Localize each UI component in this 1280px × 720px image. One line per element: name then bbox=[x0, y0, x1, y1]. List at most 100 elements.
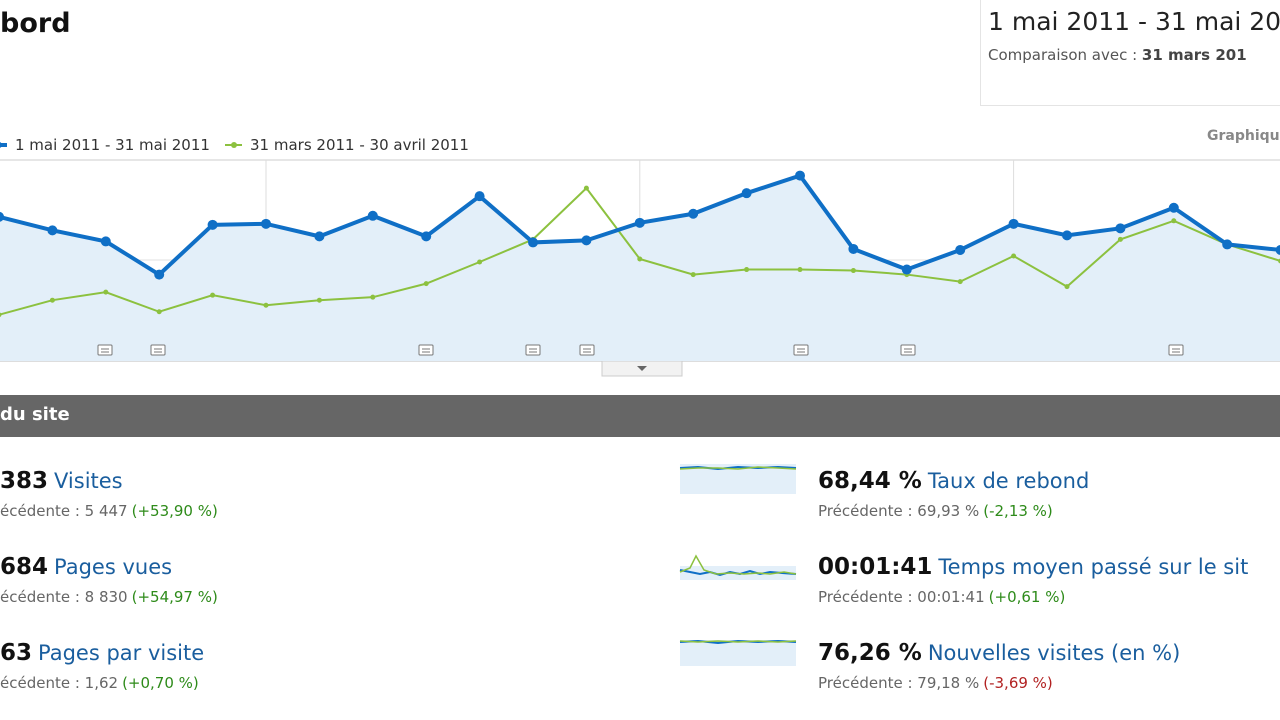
metric-previous-row: Précédente : 79,18 % (-3,69 %) bbox=[818, 673, 1053, 692]
legend-label[interactable]: 31 mars 2011 - 30 avril 2011 bbox=[250, 136, 469, 154]
annotation-icon[interactable] bbox=[1168, 344, 1184, 356]
metric-change: (+53,90 %) bbox=[131, 502, 218, 520]
metric-row: 63 Pages par visite bbox=[0, 640, 204, 666]
spark-line bbox=[679, 465, 797, 471]
point[interactable] bbox=[1222, 239, 1233, 250]
metric-label[interactable]: Pages vues bbox=[54, 555, 173, 579]
metric-row: 684 Pages vues bbox=[0, 554, 172, 580]
point[interactable] bbox=[1008, 218, 1019, 229]
point[interactable] bbox=[901, 264, 912, 275]
point[interactable] bbox=[955, 244, 966, 255]
annotation-icon[interactable] bbox=[793, 344, 809, 356]
point[interactable] bbox=[421, 231, 432, 242]
metric-value: 383 bbox=[0, 468, 49, 494]
point[interactable] bbox=[154, 269, 165, 280]
metric-change: (+54,97 %) bbox=[131, 588, 218, 606]
metric-previous: Précédente : 00:01:41 bbox=[818, 588, 985, 606]
metric-previous: écédente : 5 447 bbox=[0, 502, 128, 520]
point[interactable] bbox=[797, 267, 803, 273]
point[interactable] bbox=[316, 297, 322, 303]
point[interactable] bbox=[477, 259, 483, 265]
spark-line bbox=[679, 640, 797, 643]
point[interactable] bbox=[583, 185, 589, 191]
metric-previous-row: Précédente : 69,93 % (-2,13 %) bbox=[818, 501, 1053, 520]
point[interactable] bbox=[688, 208, 699, 219]
point[interactable] bbox=[103, 289, 109, 295]
metric-previous: écédente : 8 830 bbox=[0, 588, 128, 606]
point[interactable] bbox=[156, 309, 162, 315]
point[interactable] bbox=[1275, 244, 1280, 255]
point[interactable] bbox=[795, 170, 805, 181]
spark-line bbox=[679, 639, 797, 645]
legend-label[interactable]: 1 mai 2011 - 31 mai 2011 bbox=[15, 136, 210, 154]
date-range[interactable]: 1 mai 2011 - 31 mai 20 bbox=[988, 7, 1280, 36]
metric-previous: écédente : 1,62 bbox=[0, 674, 119, 692]
metric-previous: Précédente : 69,93 % bbox=[818, 502, 980, 520]
metric-row: 383 Visites bbox=[0, 468, 123, 494]
metric-label[interactable]: Nouvelles visites (en %) bbox=[927, 641, 1181, 665]
point[interactable] bbox=[850, 268, 856, 274]
metric-previous-row: écédente : 1,62 (+0,70 %) bbox=[0, 673, 199, 692]
point[interactable] bbox=[367, 210, 378, 221]
metric-label[interactable]: Temps moyen passé sur le sit bbox=[938, 555, 1249, 579]
metric-previous-row: écédente : 5 447 (+53,90 %) bbox=[0, 501, 218, 520]
section-title: du site bbox=[0, 404, 70, 425]
metric-change: (+0,61 %) bbox=[988, 588, 1066, 606]
point[interactable] bbox=[0, 312, 2, 318]
comparison: Comparaison avec : 31 mars 201 bbox=[988, 46, 1247, 64]
annotation-icon[interactable] bbox=[579, 344, 595, 356]
annotation-icon[interactable] bbox=[525, 344, 541, 356]
spark-line bbox=[679, 466, 797, 470]
point[interactable] bbox=[581, 235, 592, 246]
point[interactable] bbox=[423, 281, 429, 287]
point[interactable] bbox=[528, 237, 538, 248]
point[interactable] bbox=[637, 256, 643, 262]
point[interactable] bbox=[848, 243, 859, 254]
legend-marker bbox=[0, 142, 2, 148]
point[interactable] bbox=[1064, 284, 1070, 290]
metric-label[interactable]: Pages par visite bbox=[38, 641, 205, 665]
metric-label[interactable]: Visites bbox=[54, 469, 123, 493]
point[interactable] bbox=[1171, 218, 1177, 224]
point[interactable] bbox=[957, 279, 963, 285]
spark-bg bbox=[680, 640, 796, 666]
point[interactable] bbox=[1115, 223, 1126, 234]
metric-label[interactable]: Taux de rebond bbox=[927, 469, 1090, 493]
point[interactable] bbox=[744, 267, 750, 273]
point[interactable] bbox=[690, 272, 696, 278]
point[interactable] bbox=[1011, 253, 1017, 259]
point[interactable] bbox=[474, 191, 485, 202]
point[interactable] bbox=[100, 236, 111, 247]
annotation-icon[interactable] bbox=[150, 344, 166, 356]
point[interactable] bbox=[0, 211, 4, 222]
point[interactable] bbox=[741, 188, 752, 199]
point[interactable] bbox=[207, 219, 218, 230]
metric-row: 68,44 % Taux de rebond bbox=[818, 468, 1089, 494]
comparison-range: 31 mars 201 bbox=[1141, 46, 1247, 64]
point[interactable] bbox=[1062, 230, 1072, 241]
point[interactable] bbox=[314, 231, 325, 242]
sparklines bbox=[679, 464, 797, 666]
annotation-icon[interactable] bbox=[900, 344, 916, 356]
annotation-icon[interactable] bbox=[418, 344, 434, 356]
point[interactable] bbox=[370, 294, 376, 300]
metric-value: 00:01:41 bbox=[818, 554, 933, 580]
point[interactable] bbox=[47, 225, 58, 236]
point[interactable] bbox=[634, 217, 645, 228]
metric-change: (-2,13 %) bbox=[983, 502, 1053, 520]
graph-link[interactable]: Graphiqu bbox=[1207, 128, 1280, 144]
comparison-label: Comparaison avec : bbox=[988, 46, 1138, 64]
point[interactable] bbox=[1117, 236, 1123, 242]
spark-line bbox=[679, 554, 797, 575]
point[interactable] bbox=[49, 297, 55, 303]
area bbox=[0, 175, 1280, 361]
point[interactable] bbox=[1168, 202, 1179, 213]
point[interactable] bbox=[263, 302, 269, 308]
point[interactable] bbox=[261, 218, 271, 229]
point[interactable] bbox=[210, 292, 216, 298]
metric-row: 76,26 % Nouvelles visites (en %) bbox=[818, 640, 1180, 666]
annotation-icon[interactable] bbox=[97, 344, 113, 356]
metric-value: 63 bbox=[0, 640, 33, 666]
date-box[interactable] bbox=[980, 0, 1280, 106]
